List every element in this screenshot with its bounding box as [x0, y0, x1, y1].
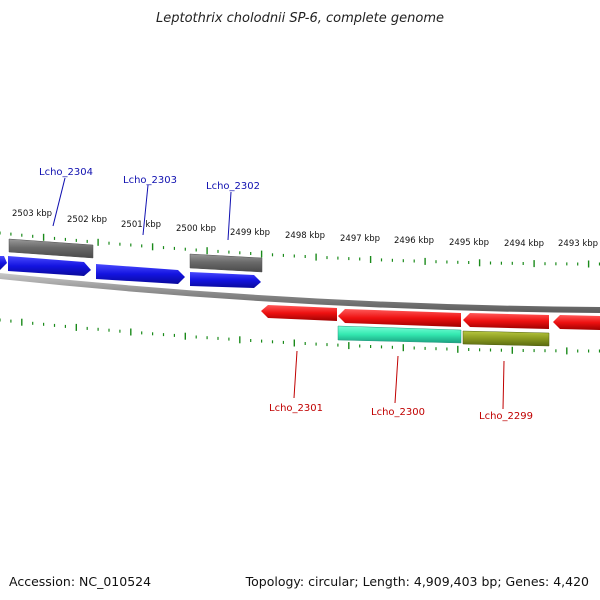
map-title: Leptothrix cholodnii SP-6, complete geno… — [156, 11, 444, 26]
cds-arrow-lcho-2302[interactable] — [190, 272, 261, 288]
gene-bar-lcho-2302[interactable] — [189, 253, 263, 273]
cds-arrow-forward[interactable] — [0, 256, 7, 270]
tick-label: 2498 kbp — [285, 231, 325, 241]
tick-label: 2497 kbp — [340, 234, 380, 244]
tick-label: 2494 kbp — [504, 239, 544, 249]
accession-text: Accession: NC_010524 — [9, 574, 151, 589]
gene-label-lcho-2301[interactable]: Lcho_2301 — [269, 403, 323, 414]
label-leader-line — [52, 177, 66, 227]
cds-arrow-lcho-2299[interactable] — [463, 313, 549, 329]
tick-label: 2493 kbp — [558, 239, 598, 249]
gene-label-lcho-2300[interactable]: Lcho_2300 — [371, 407, 425, 418]
label-leader-line — [502, 360, 505, 410]
lower-tick-ruler — [0, 318, 600, 355]
tick-label: 2499 kbp — [230, 228, 270, 238]
gene-label-lcho-2304[interactable]: Lcho_2304 — [39, 167, 93, 178]
cds-arrow-lcho-2303[interactable] — [96, 264, 185, 284]
tick-label: 2501 kbp — [121, 220, 161, 230]
gene-label-lcho-2299[interactable]: Lcho_2299 — [479, 411, 533, 422]
genome-backbone — [0, 273, 600, 313]
feature-bar-lcho-2300[interactable] — [337, 325, 462, 344]
feature-bar-lcho-2299[interactable] — [462, 330, 550, 347]
tick-label: 2495 kbp — [449, 238, 489, 248]
label-leader-line — [227, 191, 232, 241]
cds-arrow-lcho-2304[interactable] — [8, 256, 91, 276]
tick-label: 2502 kbp — [67, 215, 107, 225]
gene-bar-lcho-2304[interactable] — [8, 238, 94, 259]
gene-label-lcho-2303[interactable]: Lcho_2303 — [123, 175, 177, 186]
label-leader-line — [394, 355, 399, 404]
gene-label-lcho-2302[interactable]: Lcho_2302 — [206, 181, 260, 192]
label-leader-line — [142, 184, 149, 236]
label-leader-line — [293, 350, 298, 399]
tick-label: 2503 kbp — [12, 209, 52, 219]
cds-arrow-reverse[interactable] — [553, 315, 600, 330]
genome-summary-text: Topology: circular; Length: 4,909,403 bp… — [245, 574, 589, 589]
tick-label: 2496 kbp — [394, 236, 434, 246]
upper-tick-ruler — [0, 231, 600, 268]
cds-arrow-lcho-2300[interactable] — [338, 309, 461, 327]
tick-label: 2500 kbp — [176, 224, 216, 234]
cds-arrow-lcho-2301[interactable] — [261, 305, 337, 321]
